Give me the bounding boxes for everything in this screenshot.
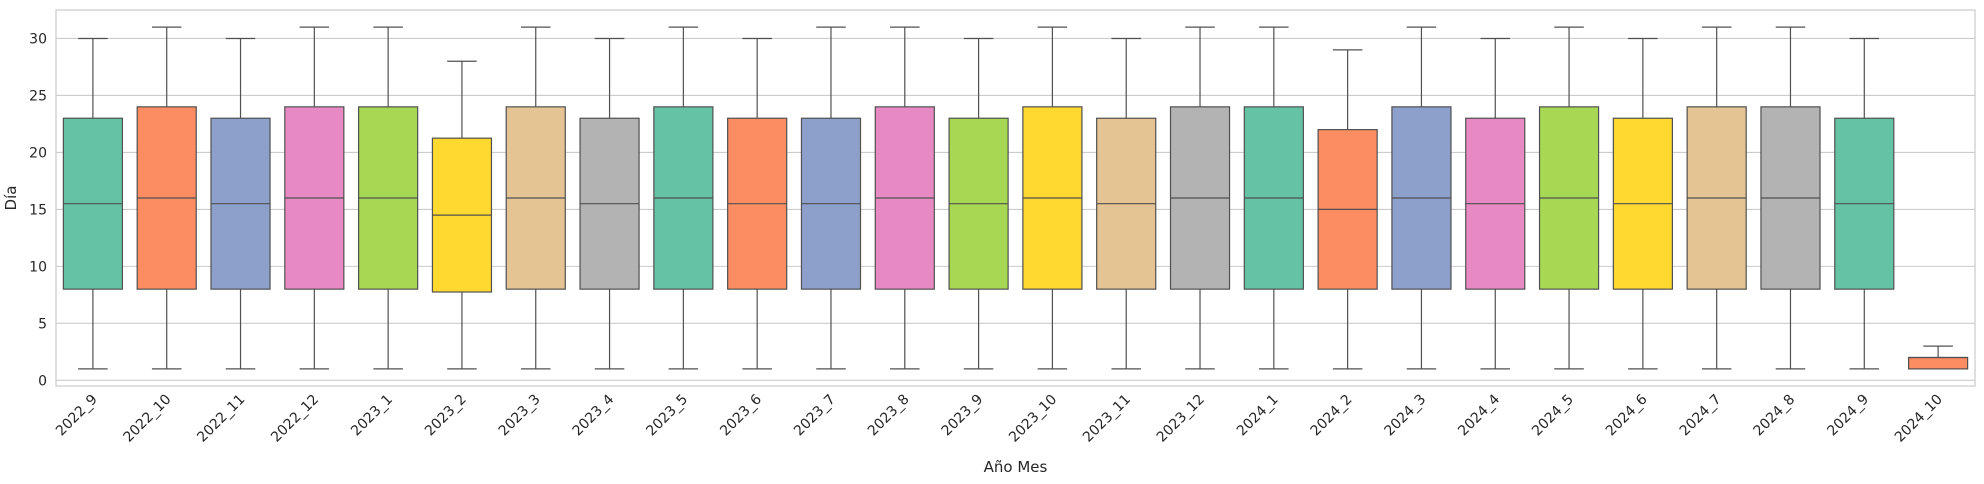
y-tick-label: 15 bbox=[29, 202, 47, 218]
x-tick-label: 2023_7 bbox=[791, 392, 839, 440]
box-2023_1 bbox=[358, 26, 419, 370]
box-2023_2 bbox=[431, 60, 493, 370]
x-tick-label: 2024_5 bbox=[1529, 392, 1577, 440]
box-2024_6 bbox=[1612, 37, 1673, 370]
x-tick-label: 2023_10 bbox=[1006, 392, 1060, 446]
x-axis-label: Año Mes bbox=[984, 458, 1048, 476]
boxes bbox=[62, 26, 1969, 370]
x-tick-label: 2023_6 bbox=[717, 391, 765, 439]
box-2023_12 bbox=[1169, 26, 1231, 370]
box-2023_4 bbox=[579, 37, 640, 370]
x-tick-label: 2023_8 bbox=[865, 392, 913, 440]
box-2023_9 bbox=[948, 37, 1009, 370]
box-2023_5 bbox=[653, 26, 714, 370]
box-2023_6 bbox=[727, 37, 788, 370]
plot-area-frame bbox=[55, 9, 1976, 387]
box-2022_10 bbox=[136, 26, 197, 370]
box-2022_11 bbox=[210, 37, 271, 370]
y-tick-label: 20 bbox=[29, 145, 47, 161]
x-tick-label: 2024_4 bbox=[1455, 391, 1503, 439]
box-2024_1 bbox=[1243, 26, 1304, 370]
box-2023_3 bbox=[505, 26, 566, 370]
x-tick-label: 2023_9 bbox=[939, 392, 987, 440]
y-tick-label: 30 bbox=[29, 31, 47, 47]
x-tick-label: 2024_10 bbox=[1892, 392, 1946, 446]
x-tick-label: 2023_1 bbox=[348, 392, 396, 440]
box-iqr bbox=[1907, 356, 1969, 370]
x-tick-label: 2023_2 bbox=[422, 392, 470, 440]
x-tick-label: 2022_11 bbox=[194, 392, 248, 446]
box-2022_9 bbox=[62, 37, 124, 370]
x-tick-label: 2023_12 bbox=[1154, 392, 1208, 446]
box-2023_11 bbox=[1096, 37, 1157, 370]
box-2024_4 bbox=[1465, 37, 1526, 370]
x-tick-label: 2024_9 bbox=[1824, 392, 1872, 440]
y-tick-label: 5 bbox=[38, 316, 47, 332]
box-2023_7 bbox=[800, 26, 862, 370]
x-tick-label: 2023_5 bbox=[643, 392, 691, 440]
x-tick-labels: 2022_9 2022_10 2022_11 2022_12 2023_1 2023_2 2… bbox=[53, 391, 1946, 445]
box-2024_9 bbox=[1834, 37, 1895, 370]
x-tick-label: 2022_12 bbox=[268, 392, 322, 446]
x-tick-label: 2024_2 bbox=[1308, 392, 1356, 440]
y-tick-label: 0 bbox=[38, 373, 47, 389]
box-2024_5 bbox=[1538, 26, 1600, 370]
box-2024_3 bbox=[1391, 26, 1452, 370]
box-2023_10 bbox=[1022, 26, 1083, 370]
x-tick-label: 2024_3 bbox=[1382, 392, 1430, 440]
y-axis-label: Día bbox=[2, 186, 20, 211]
box-2024_10 bbox=[1907, 345, 1969, 370]
x-tick-label: 2022_9 bbox=[53, 392, 101, 440]
x-tick-label: 2024_6 bbox=[1603, 391, 1651, 439]
y-tick-label: 10 bbox=[29, 259, 47, 275]
x-tick-label: 2024_8 bbox=[1751, 392, 1799, 440]
box-2024_8 bbox=[1760, 26, 1821, 370]
x-tick-label: 2024_7 bbox=[1677, 392, 1725, 440]
x-tick-label: 2023_11 bbox=[1080, 392, 1134, 446]
x-tick-label: 2022_10 bbox=[120, 392, 174, 446]
box-2024_2 bbox=[1317, 49, 1378, 370]
x-tick-label: 2023_3 bbox=[496, 392, 544, 440]
x-tick-label: 2023_4 bbox=[570, 391, 618, 439]
x-tick-label: 2024_1 bbox=[1234, 392, 1282, 440]
box-2024_7 bbox=[1686, 26, 1747, 370]
y-tick-labels: 0 5 10 15 20 25 30 bbox=[29, 31, 47, 389]
box-2023_8 bbox=[874, 26, 935, 370]
box-2022_12 bbox=[284, 26, 345, 370]
y-tick-label: 25 bbox=[29, 88, 47, 104]
